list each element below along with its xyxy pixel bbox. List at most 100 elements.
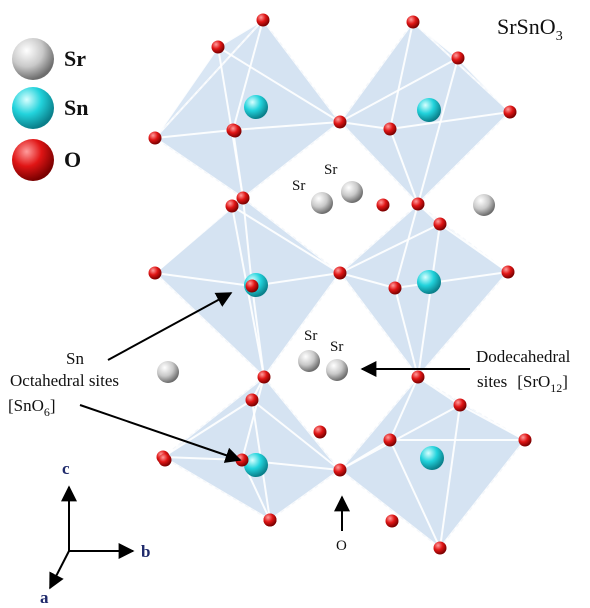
octahedron-edge (394, 271, 509, 289)
b-axis-label: b (141, 542, 150, 561)
sn-atom (417, 98, 441, 122)
legend-sn-label: Sn (64, 95, 88, 120)
octahedron-face (340, 224, 440, 377)
o-atom (245, 279, 259, 293)
o-atom (433, 217, 447, 231)
o-atom (257, 370, 271, 384)
o-atom (256, 13, 270, 27)
octahedron-edge (412, 21, 459, 59)
sn-annotation-formula: [SnO6] (8, 396, 56, 419)
octahedron-edge (154, 272, 265, 378)
o-annotation: O (334, 495, 350, 554)
octahedron-edge (417, 57, 459, 205)
octahedron-edge (439, 404, 461, 549)
octahedron-edge (439, 439, 526, 549)
sn-atom (244, 95, 268, 119)
octahedron-face (252, 377, 340, 470)
octahedron-face (418, 224, 508, 377)
octahedron-edge (389, 21, 414, 130)
octahedron-face (340, 58, 458, 204)
octahedron-edge (339, 469, 441, 549)
octahedron-edge (263, 376, 341, 471)
o-atom (406, 15, 420, 29)
octahedron-edge (339, 223, 441, 274)
octahedron-edge (394, 203, 419, 289)
o-atom (333, 115, 347, 129)
legend-o-swatch (12, 139, 54, 181)
sr-label: Sr (330, 339, 343, 355)
octahedron-edge (154, 137, 244, 199)
octahedron-edge (217, 19, 264, 48)
o-atom (518, 433, 532, 447)
octahedron-face (340, 204, 440, 273)
octahedron-edge (339, 21, 414, 123)
dodeca-annotation-line1: Dodecahedral (476, 347, 571, 366)
octahedron-face (390, 112, 510, 204)
sr-atom (298, 350, 320, 372)
sn-atom (244, 453, 268, 477)
o-atom (333, 266, 347, 280)
octahedron-face (340, 440, 440, 548)
octahedron-face (155, 198, 252, 286)
octahedron-edge (389, 376, 419, 441)
octahedron-face (340, 204, 418, 288)
o-atom (148, 131, 162, 145)
octahedron-face (340, 377, 460, 470)
o-atom (433, 541, 447, 555)
octahedron-face (155, 47, 243, 198)
o-atom (148, 266, 162, 280)
a-axis-label: a (40, 588, 49, 607)
sn-octahedral-annotation: Sn Octahedral sites [SnO6] (8, 292, 242, 463)
octahedron-face (395, 204, 508, 288)
octahedron-edge (339, 121, 419, 205)
axis-triad: c b a (40, 459, 150, 607)
octahedron-face (233, 122, 340, 198)
octahedron-edge (339, 57, 459, 123)
octahedron-face (232, 198, 340, 273)
o-atom (411, 370, 425, 384)
sr-label: Sr (292, 178, 305, 194)
octahedron-face (242, 377, 340, 470)
sn-annotation-title: Sn (66, 349, 84, 368)
octahedron-edge (154, 205, 233, 274)
octahedron-edge (232, 121, 341, 131)
octahedron-edge (417, 376, 461, 406)
polyhedron-edges (154, 19, 526, 549)
o-atom (263, 513, 277, 527)
dodecahedral-annotation: Dodecahedral sites [SrO12] (360, 347, 571, 395)
octahedron-edge (339, 404, 461, 471)
sn-pointer-arrow-upper (107, 292, 233, 361)
sn-atom (420, 446, 444, 470)
legend-sn-swatch (12, 87, 54, 129)
atoms-layer (148, 13, 532, 555)
octahedron-edge (417, 223, 441, 378)
octahedron-face (340, 22, 458, 122)
sr-atom (473, 194, 495, 216)
octahedron-edge (232, 19, 264, 131)
octahedron-edge (154, 129, 234, 139)
octahedron-edge (412, 21, 511, 113)
octahedron-face (418, 58, 510, 204)
o-atom (158, 453, 172, 467)
octahedron-face (218, 47, 340, 198)
octahedron-edge (251, 399, 341, 471)
octahedron-edge (241, 376, 265, 461)
octahedron-face (390, 440, 525, 548)
octahedron-edge (389, 128, 419, 205)
octahedron-edge (154, 46, 219, 139)
sr-atom (341, 181, 363, 203)
sr-atom (326, 359, 348, 381)
octahedron-edge (231, 205, 341, 274)
legend-sr-label: Sr (64, 46, 86, 71)
sr-atom (157, 361, 179, 383)
octahedron-face (218, 20, 340, 122)
sn-pointer-arrow-lower (79, 404, 242, 463)
octahedron-edge (162, 456, 271, 521)
compound-formula: SrSnO3 (497, 14, 563, 44)
o-annotation-label: O (336, 538, 347, 554)
sr-atom (311, 192, 333, 214)
o-atom (451, 51, 465, 65)
octahedron-edge (154, 272, 253, 287)
octahedron-edge (154, 19, 264, 139)
